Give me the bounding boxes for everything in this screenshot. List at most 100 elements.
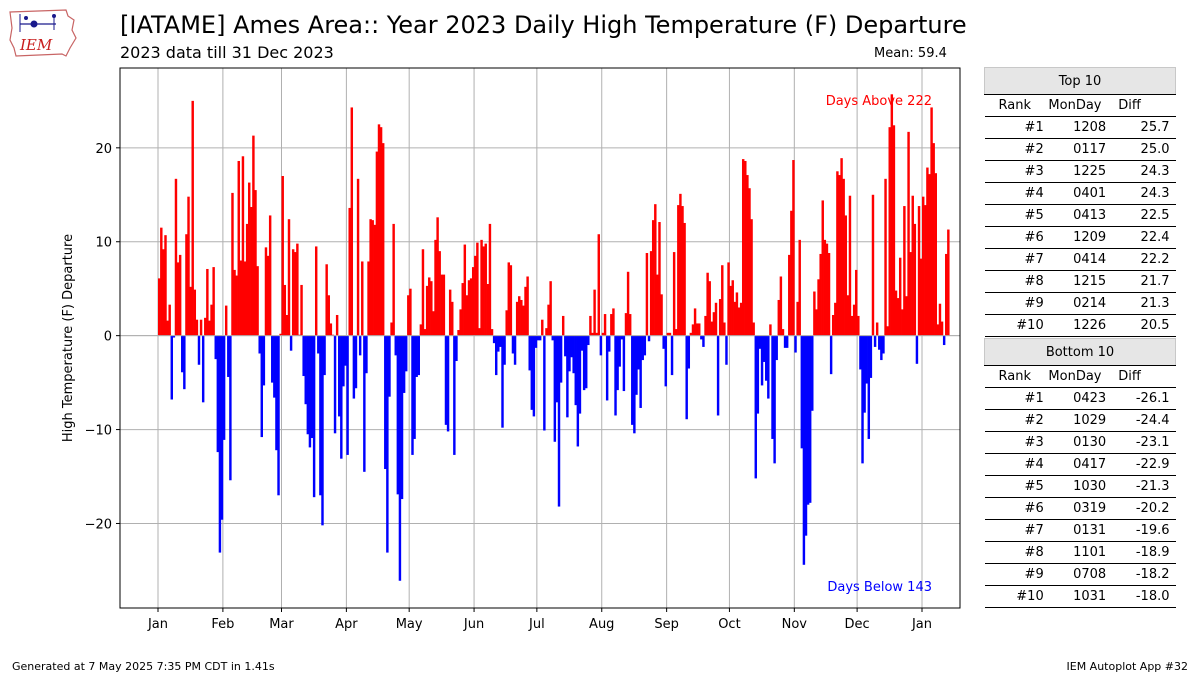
day-bar [585,335,588,389]
diff-cell: -23.1 [1106,431,1176,454]
y-tick-label: 0 [104,330,112,345]
x-tick-label: Dec [845,617,870,632]
table-row: #9 0214 21.3 [984,292,1176,315]
day-bar [597,234,600,336]
day-bar [930,107,933,336]
table-row: #5 0413 22.5 [984,204,1176,227]
monday-cell: 0214 [1043,292,1107,315]
day-bar [319,335,322,496]
iem-logo: IEM [9,9,77,57]
days-below-annotation: Days Below 143 [827,580,932,595]
day-bar [377,124,381,336]
bottom-10-header: Bottom 10 [984,338,1176,366]
x-tick-label: Mar [269,617,294,632]
day-bar [471,267,475,336]
day-bar [796,301,799,336]
day-bar [905,296,908,336]
day-bar [497,335,500,352]
day-bar [773,335,776,464]
rank-cell: #10 [984,314,1044,337]
diff-cell: 24.3 [1106,160,1176,183]
day-bar [231,192,234,336]
day-bar [716,335,720,416]
day-bar [335,314,339,336]
day-bar [608,335,611,352]
day-bar [476,242,479,336]
day-bar [867,335,871,439]
x-tick-label: Nov [782,617,808,632]
day-bar [478,328,481,336]
rank-cell: #3 [984,160,1044,183]
day-bar [823,239,827,336]
monday-cell: 0117 [1043,138,1107,161]
day-bar [559,335,563,383]
day-bar [631,335,634,425]
day-bar [342,335,345,387]
day-bar [706,272,709,336]
day-bar [522,305,525,336]
rank-cell: #4 [984,182,1044,205]
day-bar [633,335,636,434]
day-bar [765,335,768,381]
day-bar [746,175,749,336]
day-bar [907,131,910,336]
day-bar [492,335,496,344]
day-bar [254,190,257,336]
day-bar [195,319,199,336]
table-row: #3 0130 -23.1 [984,431,1176,454]
day-bar [273,335,276,398]
day-bar [160,227,163,336]
day-bar [829,335,833,375]
day-bar [865,335,868,384]
x-tick-label: Jul [528,617,545,632]
day-bar [945,253,948,336]
diff-cell: -18.9 [1106,541,1176,564]
day-bar [183,335,186,390]
day-bar [748,188,751,336]
day-bar [239,260,243,336]
day-bar [185,234,188,336]
day-bar [700,335,703,340]
day-bar [947,229,950,336]
day-bar [162,249,165,336]
day-bar [767,335,770,399]
day-bar [614,335,617,416]
day-bar [819,253,822,336]
day-bar [762,335,766,362]
day-bar [262,335,266,386]
rank-cell: #7 [984,248,1044,271]
day-bar [846,295,850,336]
day-bar [233,269,236,336]
day-bar [241,156,245,336]
day-bar [813,291,816,336]
day-bar [461,283,464,336]
day-bar [857,315,860,336]
day-bar [781,329,785,336]
day-bar [555,335,559,403]
day-bar [222,335,226,440]
day-bar [444,335,448,425]
day-bar [268,215,272,336]
column-header-monday: MonDay [1043,365,1107,388]
day-bar [561,315,565,336]
day-bar [727,262,730,336]
day-bar [415,335,418,377]
monday-cell: 1101 [1043,541,1107,564]
logo-text: IEM [19,36,53,54]
day-bar [798,239,801,336]
day-bar [754,335,757,479]
day-bar [582,335,586,391]
monday-cell: 0708 [1043,563,1107,586]
day-bar [312,335,316,498]
day-bar [455,335,458,362]
day-bar [390,322,393,336]
day-bar [474,255,477,336]
day-bar [164,235,167,336]
bar-layer [158,94,950,581]
day-bar [660,294,663,336]
day-bar [785,335,789,348]
day-bar [691,324,695,336]
day-bar [656,274,659,336]
day-bar [264,247,268,336]
